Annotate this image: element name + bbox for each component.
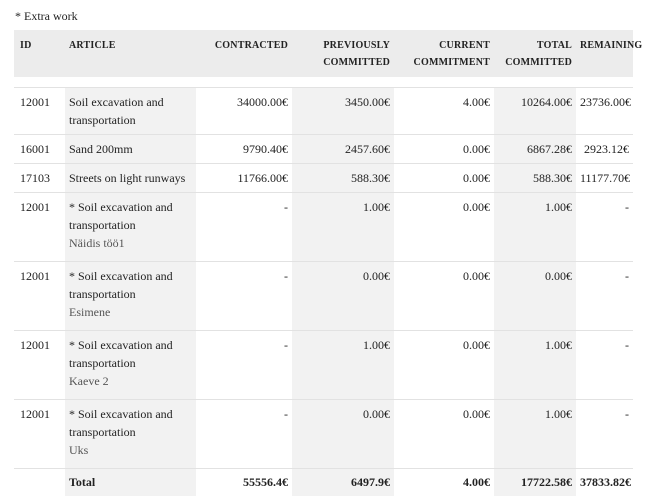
cell-id: 17103: [14, 164, 65, 193]
column-header-contracted: CONTRACTED: [196, 30, 292, 77]
cell-article: Sand 200mm: [65, 135, 196, 164]
table-header-row: ID ARTICLE CONTRACTED PREVIOUSLY COMMITTE…: [14, 30, 633, 77]
cell-id: 12001: [14, 262, 65, 331]
cell-total-committed: 1.00€: [494, 400, 576, 469]
cell-previously-committed: 1.00€: [292, 331, 394, 400]
article-sub-name: Uks: [69, 441, 192, 459]
cell-remaining: 11177.70€: [576, 164, 633, 193]
cell-contracted: -: [196, 262, 292, 331]
total-previously-committed: 6497.9€: [292, 469, 394, 496]
article-name: * Soil excavation and transportation: [69, 338, 173, 370]
cell-remaining: -: [576, 262, 633, 331]
cell-remaining: 23736.00€: [576, 88, 633, 135]
table-row: 12001 Soil excavation and transportation…: [14, 88, 633, 135]
cell-id: 12001: [14, 193, 65, 262]
table-row: 17103 Streets on light runways 11766.00€…: [14, 164, 633, 193]
cell-contracted: -: [196, 331, 292, 400]
cell-current-commitment: 0.00€: [394, 135, 494, 164]
cell-current-commitment: 0.00€: [394, 262, 494, 331]
column-header-current-commitment: CURRENT COMMITMENT: [394, 30, 494, 77]
cell-total-committed: 588.30€: [494, 164, 576, 193]
article-name: Streets on light runways: [69, 171, 185, 185]
cell-current-commitment: 4.00€: [394, 88, 494, 135]
cell-id: 16001: [14, 135, 65, 164]
cell-id: 12001: [14, 88, 65, 135]
article-sub-name: Esimene: [69, 303, 192, 321]
cell-article: Streets on light runways: [65, 164, 196, 193]
table-row-extra-work: 12001 * Soil excavation and transportati…: [14, 262, 633, 331]
cell-total-committed: 10264.00€: [494, 88, 576, 135]
cell-previously-committed: 1.00€: [292, 193, 394, 262]
cell-current-commitment: 0.00€: [394, 164, 494, 193]
article-name: * Soil excavation and transportation: [69, 269, 173, 301]
column-header-remaining: REMAINING: [576, 30, 633, 77]
total-current-commitment: 4.00€: [394, 469, 494, 496]
header-line: COMMITTED: [323, 57, 390, 68]
cell-contracted: 34000.00€: [196, 88, 292, 135]
article-name: Sand 200mm: [69, 142, 133, 156]
cell-remaining: -: [576, 331, 633, 400]
cell-article: * Soil excavation and transportation Esim…: [65, 262, 196, 331]
article-sub-name: Kaeve 2: [69, 372, 192, 390]
cell-previously-committed: 2457.60€: [292, 135, 394, 164]
header-line: COMMITMENT: [414, 57, 490, 68]
commitments-table: ID ARTICLE CONTRACTED PREVIOUSLY COMMITTE…: [14, 30, 633, 496]
cell-total-committed: 0.00€: [494, 262, 576, 331]
totals-row: Total 55556.4€ 6497.9€ 4.00€ 17722.58€ 3…: [14, 469, 633, 496]
table-row-extra-work: 12001 * Soil excavation and transportati…: [14, 193, 633, 262]
cell-contracted: -: [196, 400, 292, 469]
total-remaining: 37833.82€: [576, 469, 633, 496]
cell-contracted: 11766.00€: [196, 164, 292, 193]
article-sub-name: Näidis töö1: [69, 234, 192, 252]
cell-id: 12001: [14, 331, 65, 400]
article-name: Soil excavation and transportation: [69, 95, 164, 127]
total-contracted: 55556.4€: [196, 469, 292, 496]
cell-previously-committed: 588.30€: [292, 164, 394, 193]
cell-empty: [14, 469, 65, 496]
article-name: * Soil excavation and transportation: [69, 200, 173, 232]
header-line: COMMITTED: [505, 57, 572, 68]
cell-previously-committed: 3450.00€: [292, 88, 394, 135]
column-header-total-committed: TOTAL COMMITTED: [494, 30, 576, 77]
cell-current-commitment: 0.00€: [394, 193, 494, 262]
cell-total-committed: 1.00€: [494, 331, 576, 400]
cell-remaining: -: [576, 193, 633, 262]
cell-previously-committed: 0.00€: [292, 400, 394, 469]
cell-article: * Soil excavation and transportation Kaev…: [65, 331, 196, 400]
cell-contracted: -: [196, 193, 292, 262]
totals-label: Total: [65, 469, 196, 496]
cell-remaining: -: [576, 400, 633, 469]
cell-remaining: 2923.12€: [576, 135, 633, 164]
table-row-extra-work: 12001 * Soil excavation and transportati…: [14, 331, 633, 400]
header-line: CURRENT: [439, 40, 490, 51]
cell-article: * Soil excavation and transportation Uks: [65, 400, 196, 469]
header-line: PREVIOUSLY: [323, 40, 390, 51]
column-header-article: ARTICLE: [65, 30, 196, 77]
cell-article: Soil excavation and transportation: [65, 88, 196, 135]
cell-article: * Soil excavation and transportation Näid…: [65, 193, 196, 262]
cell-current-commitment: 0.00€: [394, 400, 494, 469]
table-row-extra-work: 12001 * Soil excavation and transportati…: [14, 400, 633, 469]
cell-total-committed: 1.00€: [494, 193, 576, 262]
header-line: TOTAL: [537, 40, 572, 51]
cell-current-commitment: 0.00€: [394, 331, 494, 400]
extra-work-note: * Extra work: [15, 8, 78, 24]
column-header-id: ID: [14, 30, 65, 77]
table-row: 16001 Sand 200mm 9790.40€ 2457.60€ 0.00€…: [14, 135, 633, 164]
total-total-committed: 17722.58€: [494, 469, 576, 496]
cell-id: 12001: [14, 400, 65, 469]
cell-contracted: 9790.40€: [196, 135, 292, 164]
cell-total-committed: 6867.28€: [494, 135, 576, 164]
column-header-previously-committed: PREVIOUSLY COMMITTED: [292, 30, 394, 77]
cell-previously-committed: 0.00€: [292, 262, 394, 331]
article-name: * Soil excavation and transportation: [69, 407, 173, 439]
header-spacer: [14, 77, 633, 88]
